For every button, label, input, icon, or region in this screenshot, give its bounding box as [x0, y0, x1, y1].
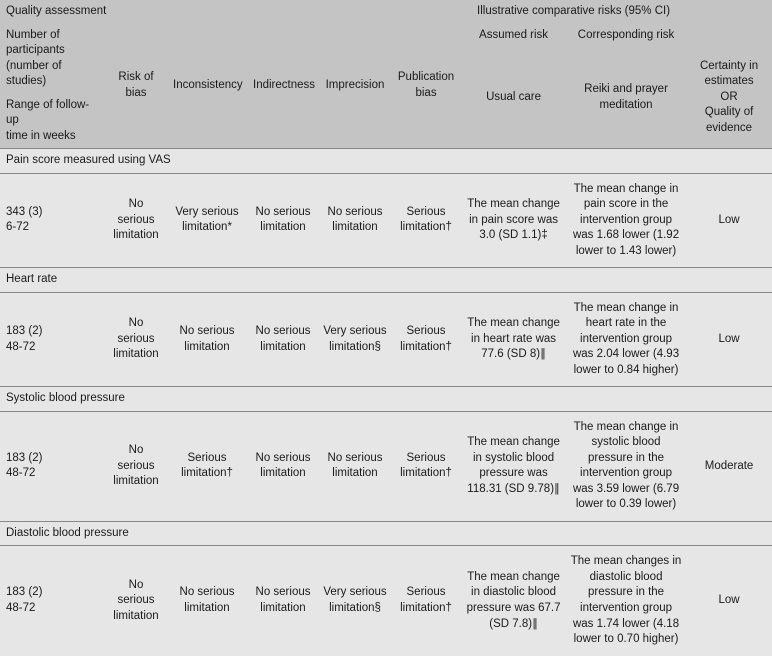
hdr-publication-bias: Publication bias: [391, 24, 461, 149]
cell-certainty: Low: [686, 173, 772, 268]
table-body: Pain score measured using VAS343 (3)6-72…: [0, 149, 772, 656]
hdr-corresponding-risk: Corresponding risk: [566, 24, 686, 48]
cell-inconsistency: Very serious limitation*: [167, 173, 247, 268]
cell-publication-bias: Serious limitation†: [391, 411, 461, 521]
cell-inconsistency: Serious limitation†: [167, 411, 247, 521]
cell-inconsistency: No serious limitation: [167, 546, 247, 656]
cell-participants: 183 (2)48-72: [0, 292, 105, 387]
hdr-risk-of-bias: Risk of bias: [105, 24, 167, 149]
section-title: Heart rate: [0, 268, 772, 293]
cell-risk-of-bias: No serious limitation: [105, 173, 167, 268]
section-header: Systolic blood pressure: [0, 387, 772, 412]
cell-certainty: Moderate: [686, 411, 772, 521]
section-header: Heart rate: [0, 268, 772, 293]
hdr-participants: Number of participants (number of studie…: [0, 24, 105, 94]
cell-indirectness: No serious limitation: [247, 173, 319, 268]
table-row: 343 (3)6-72No serious limitationVery ser…: [0, 173, 772, 268]
cell-reiki: The mean changes in diastolic blood pres…: [566, 546, 686, 656]
table-row: 183 (2)48-72No serious limitationSerious…: [0, 411, 772, 521]
hdr-inconsistency: Inconsistency: [167, 24, 247, 149]
table-row: 183 (2)48-72No serious limitationNo seri…: [0, 546, 772, 656]
cell-participants: 183 (2)48-72: [0, 411, 105, 521]
cell-usual-care: The mean change in diastolic blood press…: [461, 546, 566, 656]
table-row: 183 (2)48-72No serious limitationNo seri…: [0, 292, 772, 387]
cell-publication-bias: Serious limitation†: [391, 546, 461, 656]
cell-imprecision: No serious limitation: [319, 411, 391, 521]
cell-reiki: The mean change in heart rate in the int…: [566, 292, 686, 387]
hdr-assumed-risk: Assumed risk: [461, 24, 566, 48]
cell-risk-of-bias: No serious limitation: [105, 546, 167, 656]
cell-indirectness: No serious limitation: [247, 546, 319, 656]
cell-publication-bias: Serious limitation†: [391, 292, 461, 387]
cell-participants: 183 (2)48-72: [0, 546, 105, 656]
section-title: Systolic blood pressure: [0, 387, 772, 412]
hdr-followup: Range of follow-up time in weeks: [0, 94, 105, 149]
cell-usual-care: The mean change in heart rate was 77.6 (…: [461, 292, 566, 387]
section-header: Pain score measured using VAS: [0, 149, 772, 174]
hdr-indirectness: Indirectness: [247, 24, 319, 149]
cell-reiki: The mean change in pain score in the int…: [566, 173, 686, 268]
hdr-imprecision: Imprecision: [319, 24, 391, 149]
cell-certainty: Low: [686, 546, 772, 656]
cell-certainty: Low: [686, 292, 772, 387]
cell-participants: 343 (3)6-72: [0, 173, 105, 268]
cell-indirectness: No serious limitation: [247, 411, 319, 521]
section-title: Diastolic blood pressure: [0, 521, 772, 546]
hdr-quality-assessment: Quality assessment: [0, 0, 461, 24]
hdr-certainty: Certainty in estimates OR Quality of evi…: [686, 47, 772, 149]
hdr-reiki: Reiki and prayer meditation: [566, 47, 686, 149]
cell-reiki: The mean change in systolic blood pressu…: [566, 411, 686, 521]
cell-publication-bias: Serious limitation†: [391, 173, 461, 268]
cell-risk-of-bias: No serious limitation: [105, 292, 167, 387]
cell-inconsistency: No serious limitation: [167, 292, 247, 387]
cell-usual-care: The mean change in systolic blood pressu…: [461, 411, 566, 521]
cell-imprecision: No serious limitation: [319, 173, 391, 268]
cell-imprecision: Very serious limitation§: [319, 546, 391, 656]
cell-usual-care: The mean change in pain score was 3.0 (S…: [461, 173, 566, 268]
grade-evidence-table: Quality assessment Illustrative comparat…: [0, 0, 772, 656]
cell-indirectness: No serious limitation: [247, 292, 319, 387]
cell-imprecision: Very serious limitation§: [319, 292, 391, 387]
section-header: Diastolic blood pressure: [0, 521, 772, 546]
section-title: Pain score measured using VAS: [0, 149, 772, 174]
hdr-illustrative: Illustrative comparative risks (95% CI): [461, 0, 686, 24]
cell-risk-of-bias: No serious limitation: [105, 411, 167, 521]
hdr-usual-care: Usual care: [461, 47, 566, 149]
